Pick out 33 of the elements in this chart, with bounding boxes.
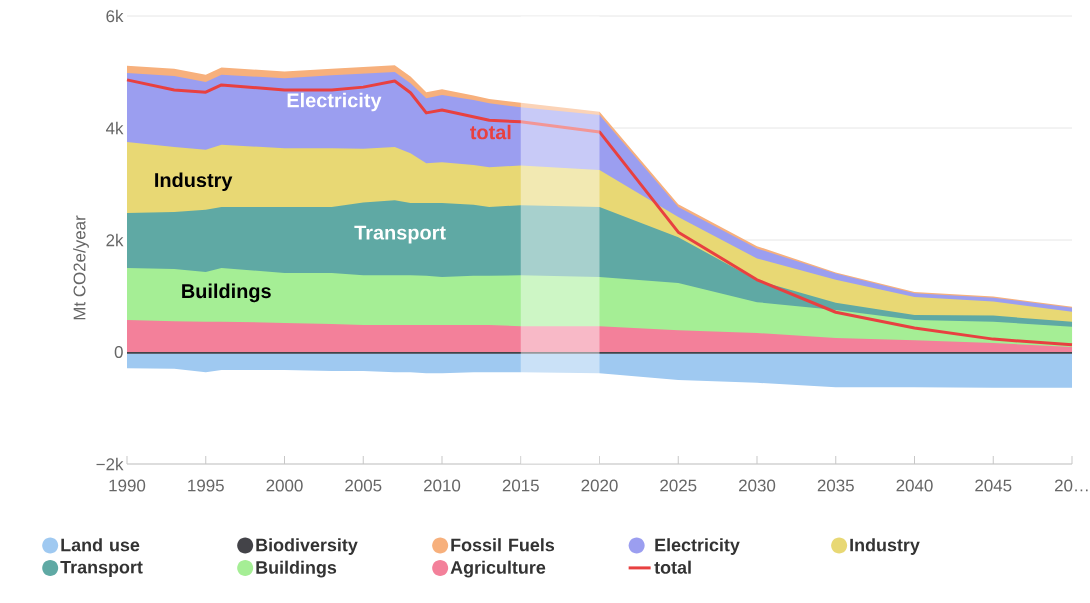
legend-label: Buildings (256, 560, 337, 578)
x-tick-label: 2040 (896, 479, 933, 492)
annotation: Industry (155, 172, 233, 192)
x-tick-label: 2005 (345, 479, 382, 492)
x-tick-label: 2015 (502, 479, 539, 492)
legend-label: total (654, 560, 691, 574)
legend-label: Industry (850, 538, 920, 555)
y-tick-label: 0 (114, 346, 123, 358)
annotation: total (470, 124, 511, 140)
annotation: Transport (354, 225, 446, 244)
y-tick-label: −2k (96, 457, 124, 471)
legend-label: Biodiversity (256, 538, 358, 555)
x-tick-label: 2010 (424, 479, 461, 492)
x-tick-label: 20… (1054, 479, 1088, 492)
x-tick-label: 2000 (266, 479, 303, 492)
x-tick-label: 1995 (188, 479, 224, 492)
y-tick-label: 4k (105, 121, 124, 135)
x-tick-label: 2020 (581, 479, 618, 492)
x-tick-label: 2025 (660, 479, 697, 492)
annotation: Buildings (182, 283, 271, 303)
y-tick-label: 6k (106, 9, 124, 23)
x-tick-label: 2030 (739, 479, 776, 492)
y-axis-title: Mt CO2e/year (73, 215, 89, 320)
legend-label: Agriculture (450, 560, 546, 578)
legend-label: Electricity (655, 538, 740, 555)
y-tick-label: 2k (106, 233, 124, 247)
x-tick-label: 2045 (975, 479, 1012, 492)
legend-label: Fossil Fuels (451, 538, 555, 552)
x-tick-label: 2035 (817, 479, 854, 492)
legend-label: Land use (61, 538, 140, 552)
x-tick-label: 1990 (109, 479, 146, 492)
legend-label: Transport (60, 560, 143, 578)
annotation: Electricity (287, 92, 382, 112)
